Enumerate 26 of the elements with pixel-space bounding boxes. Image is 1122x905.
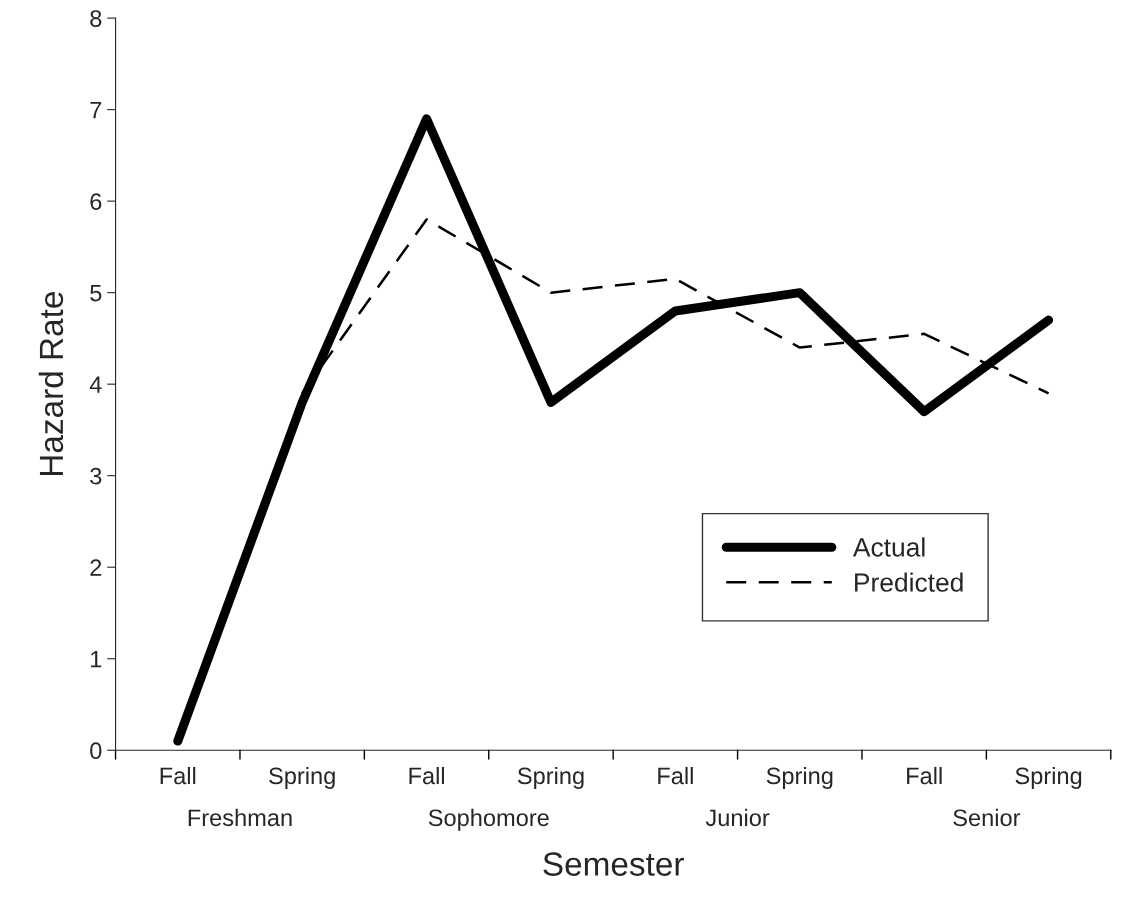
x-tick-label: Spring — [766, 766, 833, 789]
text: Senior — [953, 808, 1021, 827]
x-tick-label: Spring — [1015, 766, 1082, 789]
y-tick-label: 2 — [90, 559, 102, 576]
x-tick-label: Fall — [907, 766, 942, 785]
x-tick-label: Fall — [658, 766, 693, 785]
line-series — [300, 218, 1050, 395]
text: Sophomore — [428, 808, 549, 831]
y-axis-title: Hazard Rate — [38, 292, 64, 475]
y-tick-label: 6 — [90, 193, 102, 210]
x-tick-label: Fall — [160, 766, 196, 785]
y-tick-label: 7 — [90, 101, 102, 119]
y-tick-label: 0 — [90, 742, 102, 760]
text: Freshman — [188, 808, 292, 827]
y-tick-label: 3 — [90, 467, 102, 485]
legend-label: Predicted — [855, 572, 963, 592]
legend-label: Actual — [852, 537, 925, 557]
x-tick-label: Spring — [517, 766, 584, 789]
y-tick-label: 8 — [90, 10, 102, 27]
y-tick-label: 5 — [90, 284, 102, 302]
y-tick-label: 4 — [89, 376, 102, 393]
x-axis-title: Semester — [543, 852, 684, 876]
text: Junior — [705, 808, 770, 827]
x-tick-label: Fall — [409, 766, 445, 785]
y-tick-label: 1 — [91, 651, 102, 668]
x-tick-label: Spring — [269, 766, 335, 789]
